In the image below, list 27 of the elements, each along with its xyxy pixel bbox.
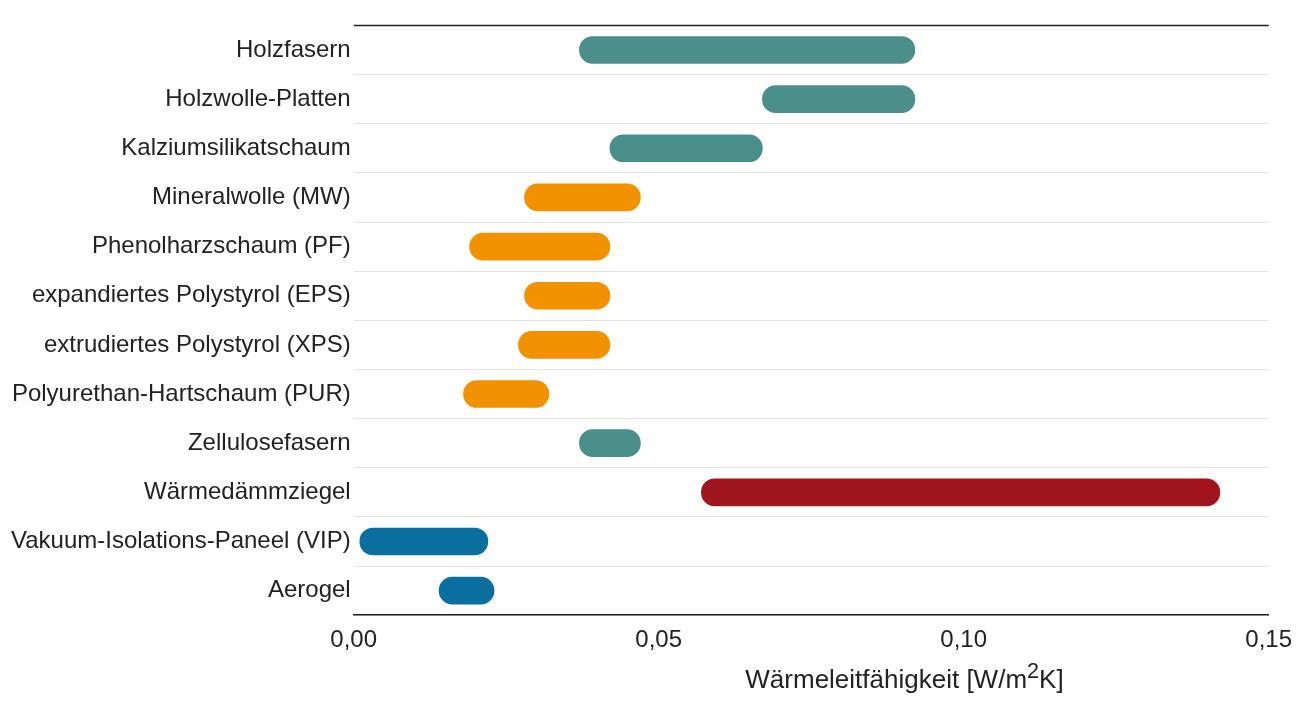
y-tick-label: Kalziumsilikatschaum: [121, 132, 351, 160]
y-tick-label: Aerogel: [267, 575, 351, 603]
y-tick-label: Holzfasern: [235, 34, 351, 62]
x-tick-label: 0,10: [940, 625, 988, 653]
bar: [524, 183, 641, 212]
x-axis-title: Wärmeleitfähigkeit [W/m$^{2}$K]: [744, 658, 1065, 695]
bar: [609, 134, 763, 163]
y-tick-label: Mineralwolle (MW): [152, 182, 351, 210]
y-tick-label: Polyurethan-Hartschaum (PUR): [11, 378, 351, 406]
bar: [701, 478, 1221, 507]
y-tick-label: Phenolharzschaum (PF): [91, 231, 351, 259]
x-tick-label: 0,05: [635, 625, 683, 653]
y-tick-label: Vakuum-Isolations-Paneel (VIP): [11, 526, 351, 554]
bar: [463, 380, 550, 408]
x-tick-label: 0,00: [330, 625, 378, 653]
y-tick-label: Zellulosefasern: [187, 427, 351, 455]
y-tick-label: expandiertes Polystyrol (EPS): [31, 280, 351, 308]
bar: [579, 36, 916, 64]
bar: [359, 527, 489, 556]
x-tick-label: 0,15: [1245, 625, 1292, 653]
bar: [518, 331, 611, 359]
bar: [524, 281, 611, 310]
bar: [469, 232, 611, 261]
y-tick-label: extrudiertes Polystyrol (XPS): [43, 329, 351, 357]
y-tick-label: Wärmedämmziegel: [143, 476, 351, 504]
bar: [762, 85, 916, 113]
y-tick-label: Holzwolle-Platten: [165, 83, 351, 111]
